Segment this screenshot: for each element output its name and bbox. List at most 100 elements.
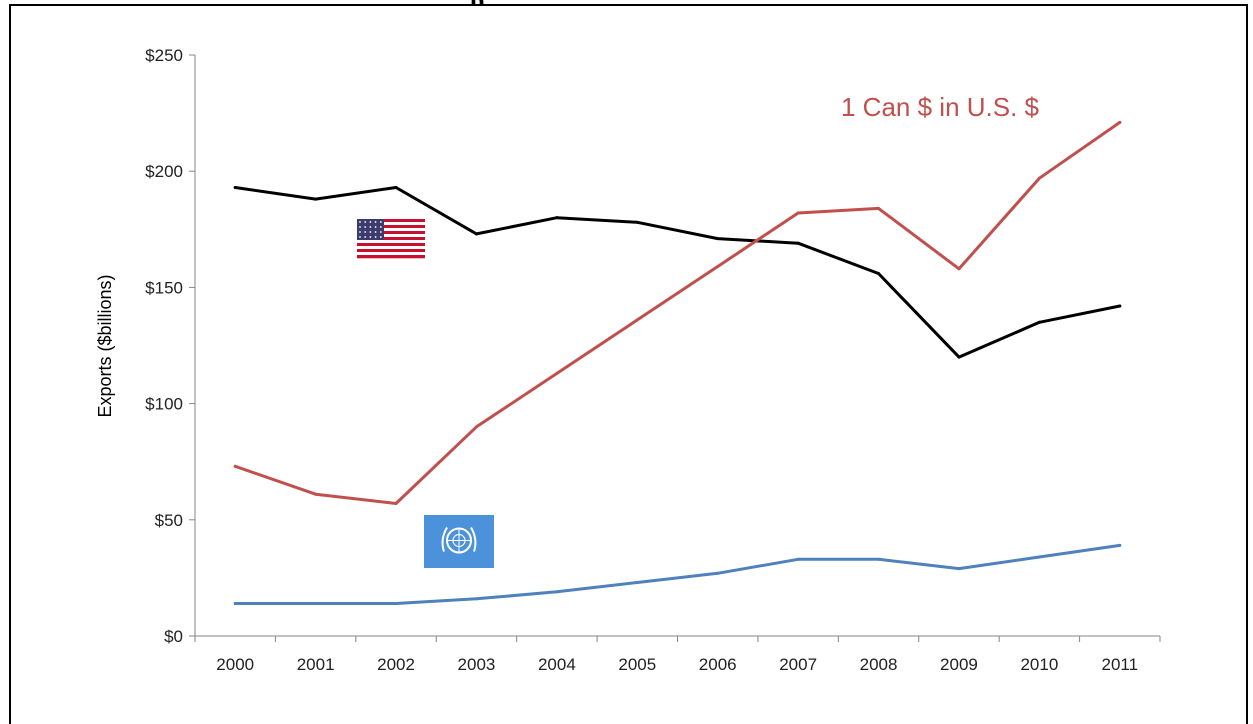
un-emblem-laurel: [470, 526, 477, 552]
flag-stripe: [357, 228, 425, 232]
data-point: [394, 185, 398, 189]
x-tick-label: 2011: [1102, 655, 1139, 674]
flag-stripe: [357, 234, 425, 238]
data-point: [635, 581, 639, 585]
data-point: [635, 220, 639, 224]
x-tick-label: 2002: [377, 655, 415, 674]
flag-star: [359, 231, 361, 233]
flag-star: [364, 226, 367, 228]
data-point: [1118, 120, 1122, 124]
flags: [357, 219, 494, 568]
x-tick-label: 2004: [538, 655, 576, 674]
data-point: [555, 216, 559, 220]
flag-star: [374, 226, 377, 228]
data-point: [474, 425, 478, 429]
data-point: [233, 464, 237, 468]
data-point: [716, 264, 720, 268]
flag-star: [359, 221, 361, 223]
flag-star: [369, 226, 372, 228]
y-tick-label: $100: [145, 395, 183, 414]
flag-star: [379, 226, 382, 228]
flag-stripe: [357, 240, 425, 244]
y-axis-label: Exports ($billions): [95, 274, 115, 417]
data-point: [957, 267, 961, 271]
flag-star: [374, 231, 377, 233]
data-point: [555, 371, 559, 375]
flag-stripe: [357, 222, 425, 226]
x-tick-label: 2006: [699, 655, 737, 674]
data-point: [1037, 555, 1041, 559]
flag-star: [369, 231, 372, 233]
data-point: [314, 197, 318, 201]
flag-star: [364, 236, 367, 238]
un-flag-icon: [424, 515, 494, 568]
data-point: [1037, 176, 1041, 180]
series-line-2: [233, 543, 1122, 605]
data-point: [796, 241, 800, 245]
data-point: [796, 211, 800, 215]
flag-stripe: [357, 252, 425, 256]
us-flag-icon: [357, 219, 425, 259]
series-line-1: [233, 120, 1122, 505]
cut-off-title-text: p: [470, 0, 484, 4]
data-point: [796, 557, 800, 561]
x-tick-label: 2009: [940, 655, 978, 674]
data-point: [233, 601, 237, 605]
data-point: [877, 557, 881, 561]
un-emblem-laurel: [441, 526, 448, 552]
flag-star: [359, 236, 361, 238]
data-point: [635, 318, 639, 322]
flag-star: [364, 221, 367, 223]
flag-star: [374, 221, 377, 223]
y-tick-label: $50: [155, 511, 183, 530]
y-tick-label: $200: [145, 162, 183, 181]
x-tick-label: 2010: [1020, 655, 1058, 674]
line-chart: $0 $50 $100 $150 $200 $250 2000 2001 2002 2003 200…: [95, 46, 1161, 674]
data-point: [474, 232, 478, 236]
flag-star: [364, 231, 367, 233]
data-point: [1118, 543, 1122, 547]
cut-off-title: p: [0, 0, 1253, 4]
flag-star: [369, 221, 372, 223]
flag-stripe: [357, 237, 425, 241]
data-point: [314, 601, 318, 605]
chart-frame: [9, 4, 1248, 724]
data-point: [394, 601, 398, 605]
data-point: [1118, 304, 1122, 308]
flag-star: [379, 236, 382, 238]
data-point: [957, 355, 961, 359]
x-tick-label: 2001: [297, 655, 335, 674]
data-point: [555, 590, 559, 594]
flag-stripe: [357, 249, 425, 253]
x-tick-label: 2007: [779, 655, 817, 674]
flag-stripe: [357, 219, 425, 223]
flag-star: [379, 231, 382, 233]
x-tick-label: 2000: [216, 655, 254, 674]
flag-stripe: [357, 225, 425, 229]
annotation-label: 1 Can $ in U.S. $: [841, 92, 1040, 122]
flag-star: [379, 221, 382, 223]
data-point: [877, 271, 881, 275]
data-point: [1037, 320, 1041, 324]
axes: $0 $50 $100 $150 $200 $250 2000 2001 2002 2003 200…: [145, 46, 1161, 674]
flag-star: [359, 226, 361, 228]
data-point: [716, 571, 720, 575]
y-tick-label: $0: [164, 627, 183, 646]
data-point: [314, 492, 318, 496]
data-point: [233, 185, 237, 189]
data-point: [716, 237, 720, 241]
flag-star: [369, 236, 372, 238]
series-line-0: [233, 186, 1122, 359]
data-point: [474, 597, 478, 601]
flag-stripe: [357, 255, 425, 259]
series-layer: [233, 120, 1122, 605]
y-tick-label: $250: [145, 46, 183, 65]
y-tick-label: $150: [145, 278, 183, 297]
flag-canton: [357, 219, 384, 240]
data-point: [394, 502, 398, 506]
flag-stripe: [357, 243, 425, 247]
flag-stripe: [357, 231, 425, 235]
data-point: [957, 567, 961, 571]
x-tick-label: 2003: [458, 655, 496, 674]
data-point: [877, 206, 881, 210]
